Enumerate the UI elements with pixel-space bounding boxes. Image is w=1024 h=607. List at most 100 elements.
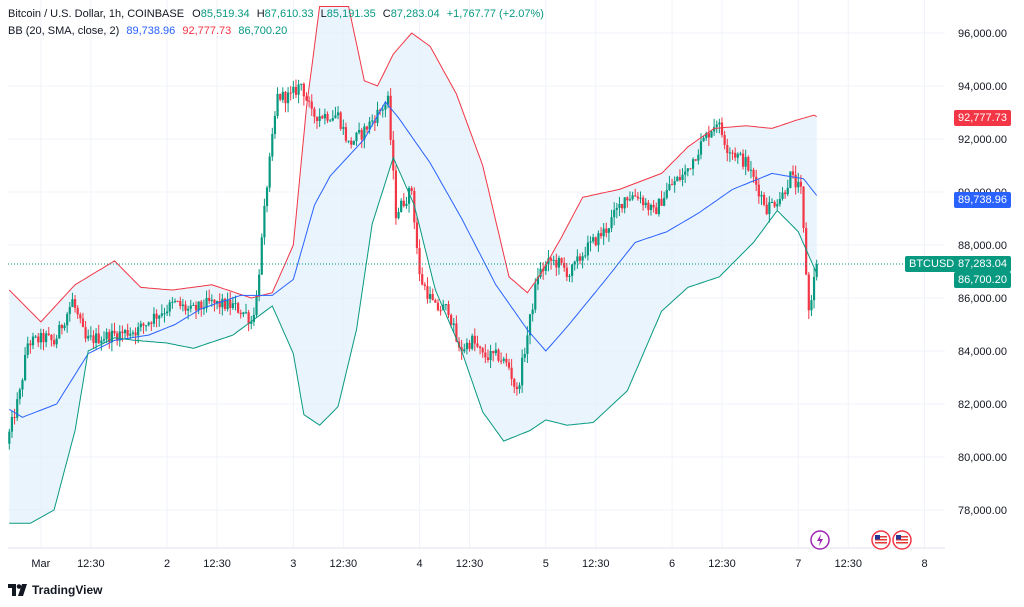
candle-body <box>179 301 182 307</box>
candle-body <box>184 304 187 311</box>
flash-event-icon[interactable] <box>810 530 830 550</box>
high-value: 87,610.33 <box>264 8 314 20</box>
candle-body <box>234 303 237 305</box>
bb-upper-value: 92,777.73 <box>182 25 232 37</box>
candle-body <box>365 126 369 130</box>
event-badges <box>809 529 919 556</box>
candle-body <box>205 297 208 309</box>
legend-symbol-row: Bitcoin / U.S. Dollar, 1h, COINBASE O85,… <box>8 6 544 23</box>
candle-body <box>557 258 561 268</box>
price-tick-label: 86,000.00 <box>958 293 1007 305</box>
candle-body <box>189 305 192 309</box>
candle-body <box>31 336 35 346</box>
candle-body <box>392 139 395 171</box>
time-tick-label: 5 <box>543 558 549 570</box>
candle-body <box>560 258 563 263</box>
candle-body <box>273 115 277 135</box>
candle-body <box>528 314 532 336</box>
candle-body <box>244 312 248 314</box>
candle-body <box>294 86 298 95</box>
candle-body <box>702 137 705 142</box>
candle-body <box>636 196 639 199</box>
candle-body <box>168 302 171 312</box>
price-tick-label: 84,000.00 <box>958 346 1007 358</box>
candle-body <box>655 207 658 215</box>
candle-body <box>734 152 737 158</box>
tradingview-logo[interactable]: TradingView <box>8 583 102 597</box>
tradingview-logo-icon <box>8 584 27 596</box>
candle-body <box>215 300 219 304</box>
candle-body <box>344 127 348 141</box>
candle-body <box>597 233 600 246</box>
legend-bb-row[interactable]: BB (20, SMA, close, 2) 89,738.96 92,777.… <box>8 23 544 40</box>
candle-body <box>428 294 432 299</box>
candle-body <box>647 202 650 211</box>
candle-body <box>331 118 334 121</box>
candle-body <box>718 122 721 125</box>
us-flag-event-icon-2[interactable] <box>892 530 912 550</box>
candle-body <box>634 195 637 197</box>
candle-body <box>450 314 453 325</box>
bb-upper-price-tag: 92,777.73 <box>954 110 1011 126</box>
candle-body <box>605 228 608 233</box>
candle-body <box>523 354 526 358</box>
candle-body <box>255 296 258 316</box>
candle-body <box>42 332 45 343</box>
candle-body <box>694 159 697 161</box>
candle-body <box>84 327 87 339</box>
candle-body <box>670 184 674 186</box>
candle-body <box>434 300 437 303</box>
candle-body <box>192 305 195 307</box>
candle-body <box>755 176 758 185</box>
candle-body <box>760 194 763 197</box>
candle-body <box>681 174 684 180</box>
candle-body <box>497 349 500 361</box>
candle-body <box>113 330 116 334</box>
candle-body <box>218 300 221 308</box>
candle-body <box>368 121 371 130</box>
candle-body <box>23 354 27 381</box>
candle-body <box>79 314 82 319</box>
candle-body <box>613 209 616 218</box>
candle-body <box>357 130 361 133</box>
candle-body <box>297 84 300 95</box>
candle-body <box>549 258 553 261</box>
candle-body <box>689 168 692 170</box>
candle-body <box>292 86 295 93</box>
candle-body <box>584 255 587 257</box>
us-flag-event-icon[interactable] <box>871 530 891 550</box>
candle-body <box>747 157 750 171</box>
candle-body <box>460 347 463 352</box>
candle-body <box>313 108 316 117</box>
candle-body <box>749 169 753 171</box>
last-price-tag: 87,283.04 <box>954 256 1011 272</box>
candle-body <box>279 93 282 100</box>
candle-body <box>686 168 689 172</box>
candle-body <box>352 141 355 145</box>
candle-body <box>465 342 469 350</box>
candle-body <box>389 95 392 140</box>
candle-body <box>705 133 708 138</box>
candle-body <box>239 312 242 315</box>
candle-body <box>260 237 263 275</box>
candle-body <box>544 264 547 271</box>
candle-body <box>123 330 127 334</box>
candle-body <box>476 343 479 347</box>
candle-body <box>757 184 760 197</box>
time-tick-label: 12:30 <box>708 558 736 570</box>
candle-body <box>171 301 174 303</box>
bb-lower-price-tag: 86,700.20 <box>954 272 1011 288</box>
candle-body <box>350 140 353 145</box>
candle-body <box>555 259 558 268</box>
candle-body <box>29 343 32 346</box>
candle-body <box>126 330 129 336</box>
candle-body <box>715 124 718 128</box>
candle-body <box>494 349 497 354</box>
candle-body <box>118 331 121 341</box>
candle-body <box>678 177 682 180</box>
candle-body <box>720 122 724 136</box>
candle-body <box>16 399 19 418</box>
candle-body <box>568 275 571 277</box>
candle-body <box>213 299 216 304</box>
